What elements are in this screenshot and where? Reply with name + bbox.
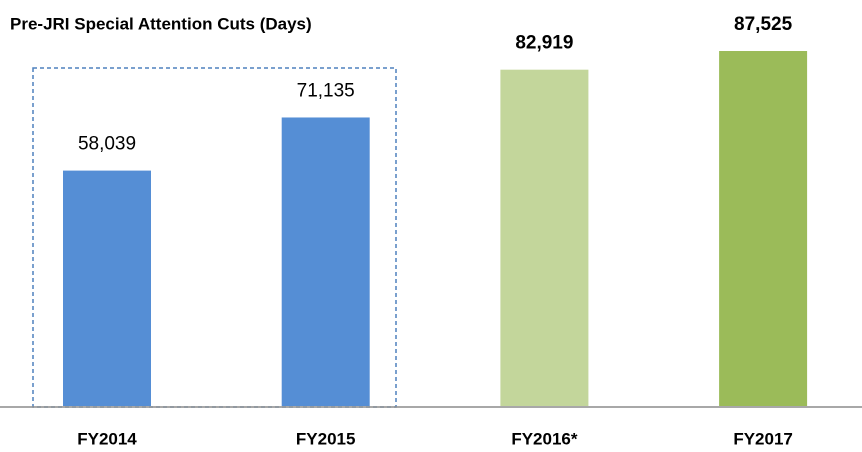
x-tick-label: FY2016* [511,429,578,448]
value-label: 87,525 [734,14,793,35]
bar [719,51,808,406]
bar [500,69,589,407]
value-label: 71,135 [297,80,355,101]
bar [281,117,370,407]
x-tick-label: FY2015 [296,429,356,448]
bar [63,170,151,406]
chart-title: Pre-JRI Special Attention Cuts (Days) [10,14,312,33]
value-label: 58,039 [78,134,136,155]
x-tick-label: FY2017 [733,429,793,448]
x-tick-label: FY2014 [77,429,137,448]
value-label: 82,919 [515,33,573,54]
